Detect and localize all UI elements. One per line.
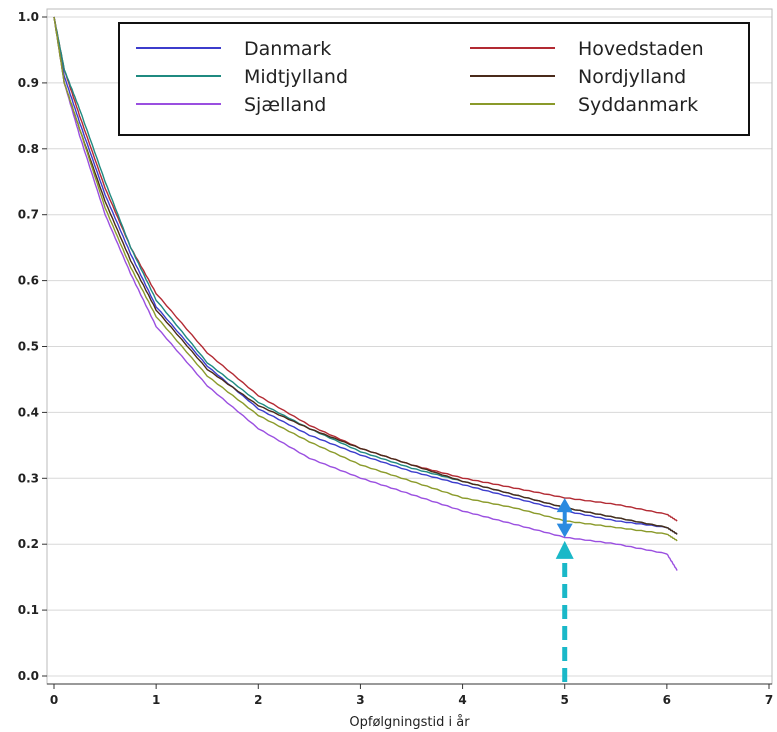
- x-tick-label-3: 3: [356, 693, 364, 707]
- y-tick-label-9: 0.9: [18, 76, 39, 90]
- x-tick-label-0: 0: [50, 693, 58, 707]
- curve-danmark: [53, 16, 678, 535]
- curve-nordjylland: [53, 16, 678, 535]
- survival-curves: [53, 16, 678, 571]
- y-tick-label-7: 0.7: [18, 208, 39, 222]
- annotations: [555, 498, 574, 682]
- y-tick-label-2: 0.2: [18, 537, 39, 551]
- x-tick-label-1: 1: [152, 693, 160, 707]
- annotation-double-arrow-head-bottom: [556, 523, 573, 538]
- curve-hovedstaden: [53, 16, 678, 522]
- legend: Danmark Hovedstaden Midtjylland Nordjylland…: [118, 22, 750, 136]
- curve-sjælland: [53, 16, 678, 571]
- x-tick-label-5: 5: [561, 693, 569, 707]
- curve-syddanmark: [53, 16, 678, 542]
- y-tick-label-4: 0.4: [18, 405, 39, 419]
- y-tick-label-6: 0.6: [18, 274, 39, 288]
- x-tick-label-4: 4: [458, 693, 466, 707]
- legend-label-danmark: Danmark: [244, 38, 331, 60]
- y-tick-label-5: 0.5: [18, 340, 39, 354]
- y-axis-ticks: 0.0 0.1 0.2 0.3 0.4 0.5 0.6 0.7 0.8 0.9 1.0: [18, 10, 47, 683]
- legend-label-nordjylland: Nordjylland: [578, 66, 686, 88]
- legend-label-sjælland: Sjælland: [244, 94, 326, 116]
- x-tick-label-2: 2: [254, 693, 262, 707]
- y-tick-label-0: 0.0: [18, 669, 39, 683]
- y-tick-label-1: 0.1: [18, 603, 39, 617]
- legend-label-syddanmark: Syddanmark: [578, 94, 698, 116]
- annotation-dashed-arrow-head: [555, 540, 574, 559]
- x-axis-ticks: 0 1 2 3 4 5 6 7: [47, 683, 773, 707]
- annotation-double-arrow-head-top: [556, 498, 573, 513]
- y-tick-label-3: 0.3: [18, 471, 39, 485]
- x-axis-title: Opfølgningstid i år: [349, 715, 470, 730]
- legend-box: [118, 22, 750, 136]
- x-tick-label-7: 7: [765, 693, 773, 707]
- y-tick-label-8: 0.8: [18, 142, 39, 156]
- legend-label-midtjylland: Midtjylland: [244, 66, 348, 88]
- y-tick-label-10: 1.0: [18, 10, 39, 24]
- legend-label-hovedstaden: Hovedstaden: [578, 38, 704, 60]
- x-tick-label-6: 6: [663, 693, 671, 707]
